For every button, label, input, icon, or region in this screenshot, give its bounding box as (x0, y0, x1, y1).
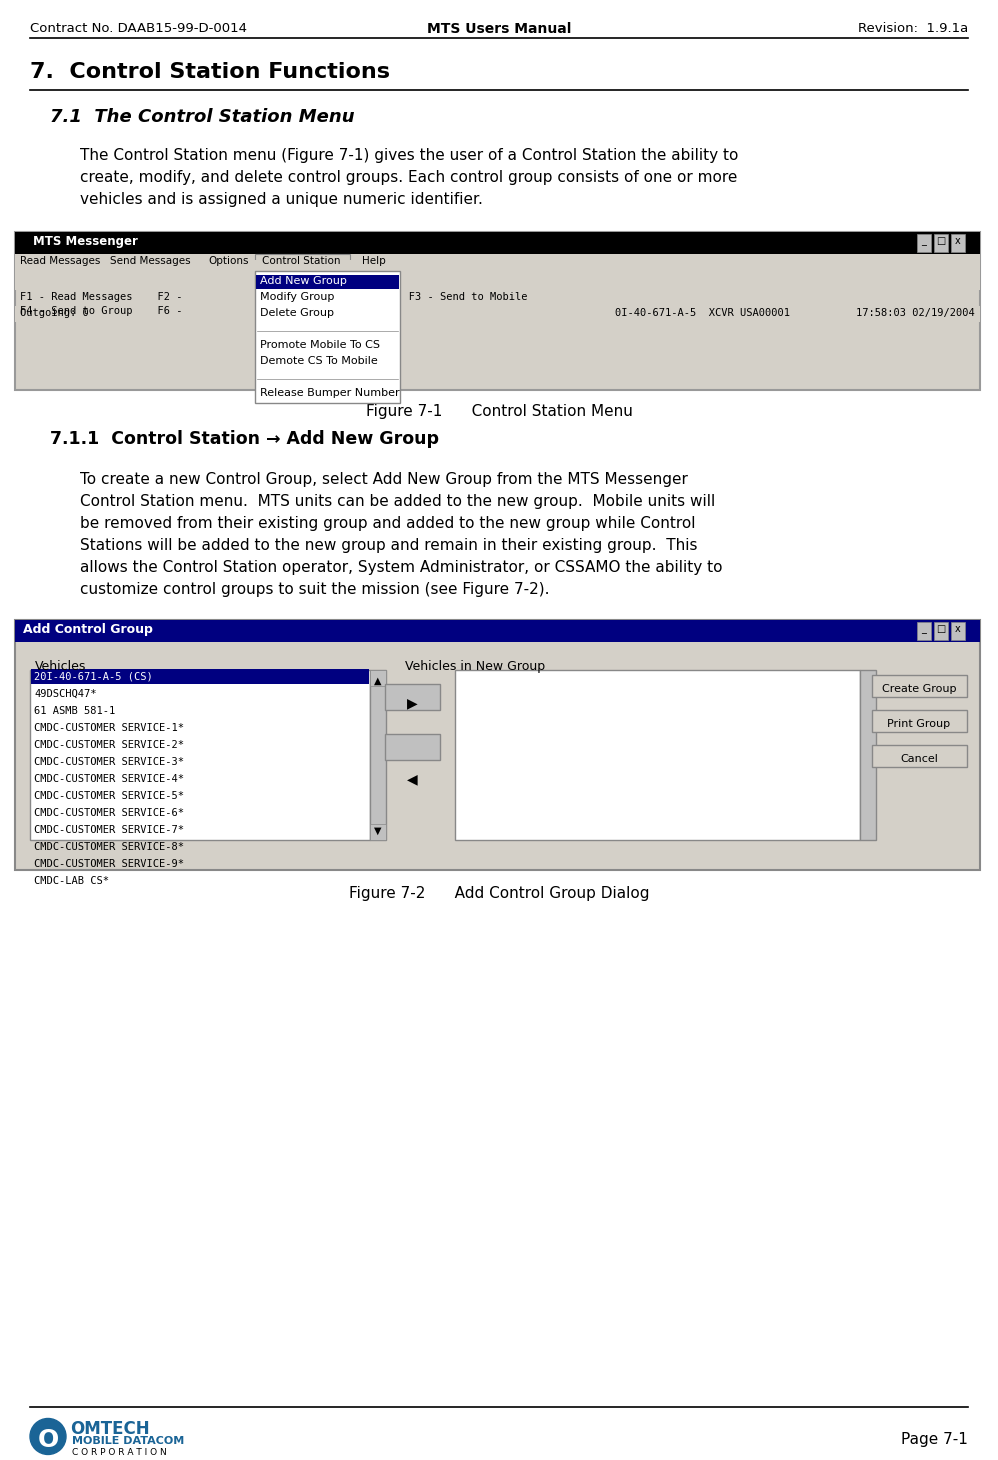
Bar (951, 234, 965, 253)
Text: CMDC-LAB CS*: CMDC-LAB CS* (34, 876, 109, 886)
Text: Page 7-1: Page 7-1 (901, 1432, 968, 1447)
Text: CMDC-CUSTOMER SERVICE-4*: CMDC-CUSTOMER SERVICE-4* (34, 774, 184, 784)
Text: customize control groups to suit the mission (see Figure 7-2).: customize control groups to suit the mis… (80, 581, 550, 597)
Bar (917, 622, 931, 639)
Bar (872, 675, 967, 696)
Text: F1 - Read Messages    F2 -: F1 - Read Messages F2 - (20, 292, 183, 302)
Bar (385, 683, 440, 710)
Text: ▼: ▼ (374, 826, 382, 835)
Bar (370, 670, 386, 686)
Bar (30, 670, 370, 839)
Text: Modify Group: Modify Group (260, 292, 334, 302)
Text: 7.1.1  Control Station → Add New Group: 7.1.1 Control Station → Add New Group (50, 429, 439, 448)
Text: Send Messages: Send Messages (110, 255, 191, 266)
Text: CMDC-CUSTOMER SERVICE-6*: CMDC-CUSTOMER SERVICE-6* (34, 807, 184, 818)
Text: Read Messages: Read Messages (20, 255, 101, 266)
Text: MTS Users Manual: MTS Users Manual (427, 22, 571, 36)
Text: _: _ (921, 237, 926, 245)
Text: 7.  Control Station Functions: 7. Control Station Functions (30, 61, 390, 82)
Text: CMDC-CUSTOMER SERVICE-1*: CMDC-CUSTOMER SERVICE-1* (34, 723, 184, 733)
Bar (15, 307, 980, 321)
Text: To create a new Control Group, select Add New Group from the MTS Messenger: To create a new Control Group, select Ad… (80, 472, 688, 486)
Text: 49DSCHQ47*: 49DSCHQ47* (34, 689, 97, 699)
Bar (872, 745, 967, 766)
Text: ▶: ▶ (407, 696, 417, 711)
Text: OMTECH: OMTECH (70, 1421, 150, 1438)
Bar (860, 670, 876, 839)
Text: CMDC-CUSTOMER SERVICE-9*: CMDC-CUSTOMER SERVICE-9* (34, 858, 184, 869)
Bar (15, 232, 980, 254)
Text: Options: Options (208, 255, 249, 266)
Bar (934, 622, 948, 639)
Text: C O R P O R A T I O N: C O R P O R A T I O N (72, 1448, 167, 1457)
Bar (15, 254, 980, 270)
Text: CMDC-CUSTOMER SERVICE-2*: CMDC-CUSTOMER SERVICE-2* (34, 740, 184, 750)
Text: Delete Group: Delete Group (260, 308, 334, 318)
Bar (934, 234, 948, 253)
Text: create, modify, and delete control groups. Each control group consists of one or: create, modify, and delete control group… (80, 169, 738, 185)
Text: x: x (955, 623, 961, 634)
Text: Control Station menu.  MTS units can be added to the new group.  Mobile units wi: Control Station menu. MTS units can be a… (80, 493, 716, 510)
Text: Vehicles in New Group: Vehicles in New Group (405, 660, 545, 673)
Bar (256, 274, 399, 289)
Text: Contract No. DAAB15-99-D-0014: Contract No. DAAB15-99-D-0014 (30, 22, 247, 35)
Text: CMDC-CUSTOMER SERVICE-8*: CMDC-CUSTOMER SERVICE-8* (34, 842, 184, 851)
Text: Add Control Group: Add Control Group (23, 623, 153, 635)
Text: Demote CS To Mobile: Demote CS To Mobile (260, 356, 378, 366)
Text: O: O (37, 1428, 59, 1453)
Text: Help: Help (362, 255, 386, 266)
Text: □: □ (936, 237, 946, 245)
Text: 7.1  The Control Station Menu: 7.1 The Control Station Menu (50, 108, 354, 126)
Text: Figure 7-1      Control Station Menu: Figure 7-1 Control Station Menu (365, 404, 633, 419)
Text: Print Group: Print Group (887, 718, 950, 729)
Text: ▲: ▲ (374, 676, 382, 686)
Bar (385, 734, 440, 759)
Text: Create Group: Create Group (882, 683, 956, 694)
Text: Add New Group: Add New Group (260, 276, 347, 286)
Bar (15, 620, 980, 870)
Text: Stations will be added to the new group and remain in their existing group.  Thi: Stations will be added to the new group … (80, 537, 698, 553)
Text: vehicles and is assigned a unique numeric identifier.: vehicles and is assigned a unique numeri… (80, 191, 483, 207)
Bar (455, 670, 860, 839)
Text: Promote Mobile To CS: Promote Mobile To CS (260, 340, 380, 350)
Text: 17:58:03 02/19/2004: 17:58:03 02/19/2004 (856, 308, 975, 318)
Text: _: _ (921, 623, 926, 634)
Text: □: □ (936, 623, 946, 634)
Text: ion    F3 - Send to Mobile: ion F3 - Send to Mobile (365, 292, 528, 302)
Text: Vehicles: Vehicles (35, 660, 87, 673)
Bar (15, 260, 980, 291)
Text: allows the Control Station operator, System Administrator, or CSSAMO the ability: allows the Control Station operator, Sys… (80, 559, 723, 575)
Bar (917, 234, 931, 253)
Text: be removed from their existing group and added to the new group while Control: be removed from their existing group and… (80, 515, 696, 531)
Text: ◀: ◀ (407, 772, 417, 787)
Bar (15, 620, 980, 642)
Text: Revision:  1.9.1a: Revision: 1.9.1a (857, 22, 968, 35)
Text: CMDC-CUSTOMER SERVICE-3*: CMDC-CUSTOMER SERVICE-3* (34, 756, 184, 766)
Bar (255, 254, 350, 272)
Text: 0I-40-671-A-5  XCVR USA00001: 0I-40-671-A-5 XCVR USA00001 (615, 308, 790, 318)
Circle shape (30, 1419, 66, 1454)
Text: Control Station: Control Station (262, 255, 340, 266)
Text: 20I-40-671-A-5 (CS): 20I-40-671-A-5 (CS) (34, 672, 153, 682)
Text: MTS Messenger: MTS Messenger (33, 235, 138, 248)
Text: x: x (955, 237, 961, 245)
Bar (31, 669, 369, 683)
Text: Figure 7-2      Add Control Group Dialog: Figure 7-2 Add Control Group Dialog (348, 886, 650, 901)
Bar (255, 272, 400, 403)
Text: Outgoing: 0: Outgoing: 0 (20, 308, 89, 318)
Bar (370, 670, 386, 839)
Text: MOBILE DATACOM: MOBILE DATACOM (72, 1437, 185, 1447)
Text: Release Bumper Number: Release Bumper Number (260, 388, 399, 399)
Text: CMDC-CUSTOMER SERVICE-7*: CMDC-CUSTOMER SERVICE-7* (34, 825, 184, 835)
Text: Cancel: Cancel (900, 753, 938, 764)
Text: CMDC-CUSTOMER SERVICE-5*: CMDC-CUSTOMER SERVICE-5* (34, 791, 184, 800)
Bar (370, 823, 386, 840)
Bar (15, 232, 980, 390)
Bar (951, 622, 965, 639)
Text: F4 - Send to Group    F6 -: F4 - Send to Group F6 - (20, 307, 183, 315)
Text: The Control Station menu (Figure 7-1) gives the user of a Control Station the ab: The Control Station menu (Figure 7-1) gi… (80, 147, 739, 164)
Bar (872, 710, 967, 731)
Text: 61 ASMB 581-1: 61 ASMB 581-1 (34, 705, 115, 715)
